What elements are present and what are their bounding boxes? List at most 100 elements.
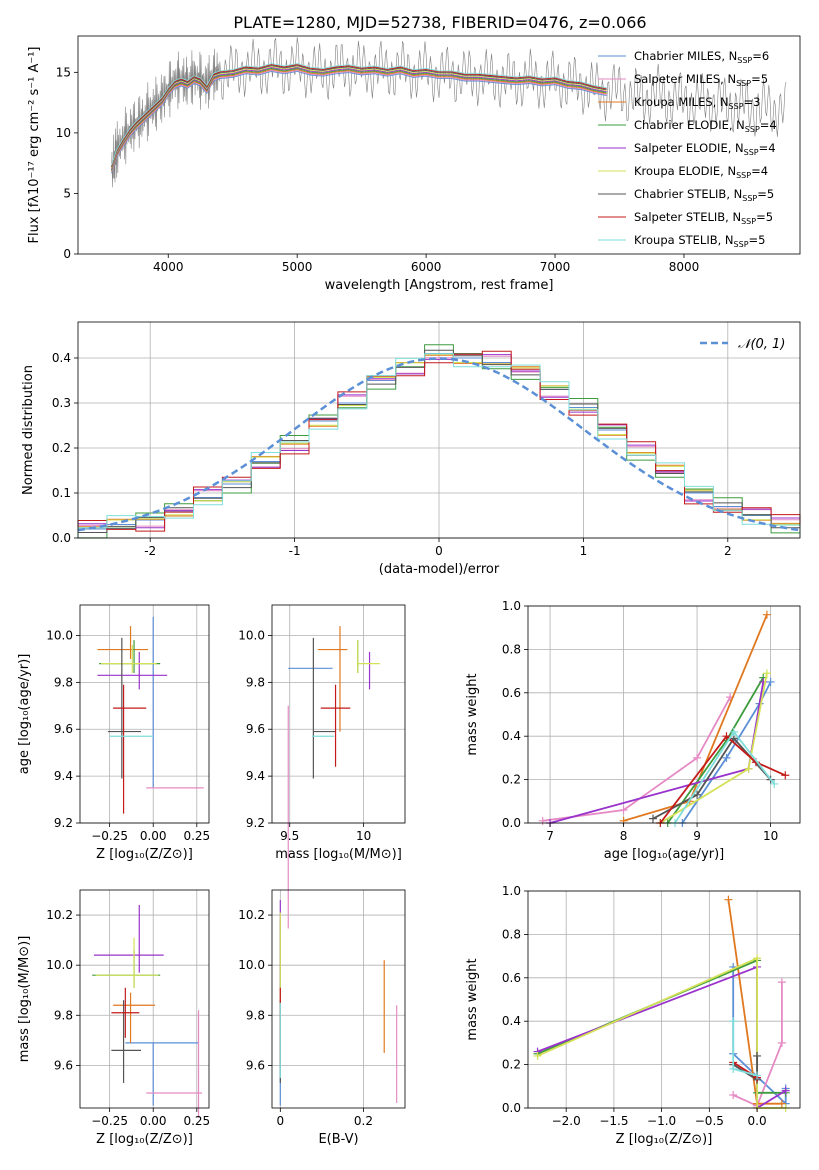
series-marker <box>648 814 657 823</box>
x-tick-label: 9.5 <box>280 829 299 843</box>
legend-suffix: =3 <box>744 95 761 109</box>
y-tick-label: 0.4 <box>52 351 71 365</box>
y-tick-label: 5 <box>63 186 71 200</box>
y-tick-label: 9.2 <box>246 816 265 830</box>
y-tick-label: 0.0 <box>52 531 71 545</box>
y-tick-label: 0.1 <box>52 486 71 500</box>
axes-frame <box>79 604 210 824</box>
errorbar-chabrier_elodie <box>99 640 161 673</box>
panel-age-vs-Z: −0.25 0.00 0.25 9.2 9.4 9.6 9.8 10.0 Z [log₁₀(Z/… <box>17 604 210 862</box>
series-marker <box>729 1064 738 1073</box>
series-marker <box>729 1017 738 1026</box>
y-tick-label: 10 <box>56 126 71 140</box>
x-tick-label: -2 <box>144 544 156 558</box>
errorbar-kroupa_miles <box>113 992 155 1043</box>
legend-entry: Kroupa MILES, NSSP=3 <box>634 95 760 111</box>
x-axis-label: Z [log₁₀(Z/Z⊙)] <box>96 847 193 862</box>
legend-suffix: =5 <box>757 187 774 201</box>
axes-frame <box>271 889 406 1109</box>
model-line-salpeter_elodie <box>111 67 607 170</box>
x-axis-label: Z [log₁₀(Z/Z⊙)] <box>96 1132 193 1147</box>
series-marker <box>722 732 731 741</box>
x-tick-label: −0.25 <box>91 1114 128 1128</box>
errorbar-salpeter_stelib <box>113 684 147 814</box>
y-tick-label: 0.2 <box>502 773 521 787</box>
y-tick-label: 9.4 <box>54 769 73 783</box>
x-tick-label: 10 <box>763 829 778 843</box>
series-line <box>623 614 768 822</box>
x-axis-label: wavelength [Angstrom, rest frame] <box>325 278 554 293</box>
y-axis-label: Normed distribution <box>21 365 36 495</box>
x-tick-label: 9 <box>693 829 701 843</box>
y-tick-label: 9.6 <box>246 1058 265 1072</box>
series-marker <box>744 764 753 773</box>
y-tick-label: 0.2 <box>502 1058 521 1072</box>
series-marker <box>538 816 547 825</box>
series-salpeter_elodie <box>546 677 768 827</box>
model-line-salpeter_miles <box>111 69 607 173</box>
legend-entry: Chabrier ELODIE, NSSP=4 <box>634 118 777 134</box>
y-tick-label: 0.0 <box>502 816 521 830</box>
errorbar-chabrier_miles <box>125 1042 199 1106</box>
y-tick-label: 0.0 <box>502 1101 521 1115</box>
y-tick-label: 10.0 <box>46 958 73 972</box>
y-tick-label: 0.8 <box>502 642 521 656</box>
x-tick-label: 2 <box>724 544 732 558</box>
x-axis-label: age [log₁₀(age/yr)] <box>604 847 725 862</box>
y-tick-label: 1.0 <box>502 884 521 898</box>
y-tick-label: 0 <box>63 247 71 261</box>
y-axis-label: mass weight <box>465 958 480 1040</box>
y-tick-label: 9.8 <box>246 1008 265 1022</box>
series-marker <box>729 1090 738 1099</box>
series-marker <box>762 610 771 619</box>
y-tick-label: 10.0 <box>238 958 265 972</box>
model-line-chabrier_stelib <box>111 65 607 168</box>
legend-text: Kroupa MILES, N <box>634 95 729 109</box>
model-line-chabrier_miles <box>111 70 607 174</box>
errorbar-salpeter_miles <box>146 1010 203 1119</box>
legend-subscript: SSP <box>736 79 751 88</box>
legend-suffix: =5 <box>751 72 768 86</box>
legend-suffix: =4 <box>760 118 777 132</box>
model-line-kroupa_elodie <box>111 66 607 169</box>
y-tick-label: 9.8 <box>54 675 73 689</box>
series-marker <box>693 753 702 762</box>
plot-area <box>287 626 380 929</box>
legend-text: Chabrier ELODIE, N <box>634 118 745 132</box>
series-marker <box>533 1051 542 1060</box>
series-line <box>659 673 768 824</box>
panel-weight-vs-Z: −2.0 −1.5 −1.0 −0.5 0.0 0.0 0.2 0.4 0.6 0.8 1.0 Z [… <box>465 884 801 1147</box>
legend-entry: 𝒩(0, 1) <box>738 337 785 352</box>
plot-area <box>533 895 790 1112</box>
y-axis-label: Flux [fλ10⁻¹⁷ erg cm⁻² s⁻¹ A⁻¹] <box>27 47 42 244</box>
series-marker <box>753 954 762 963</box>
axes-frame <box>527 890 801 1109</box>
x-axis-label: Z [log₁₀(Z/Z⊙)] <box>616 1132 713 1147</box>
axes-frame <box>527 605 801 824</box>
x-tick-label: 6000 <box>411 260 442 274</box>
series-line <box>674 730 776 824</box>
y-tick-label: 10.2 <box>238 908 265 922</box>
axes-frame <box>77 35 801 255</box>
y-tick-label: 9.6 <box>54 722 73 736</box>
x-tick-label: −1.0 <box>647 1114 676 1128</box>
plot-area <box>92 905 203 1119</box>
plot-area <box>279 900 398 1106</box>
y-tick-label: 9.4 <box>246 769 265 783</box>
y-tick-label: 9.8 <box>246 675 265 689</box>
y-tick-label: 0.3 <box>52 396 71 410</box>
x-tick-label: 0.00 <box>140 829 167 843</box>
errorbar-kroupa_miles <box>317 626 348 732</box>
legend-subscript: SSP <box>741 217 756 226</box>
y-axis-label: mass [log₁₀(M/M⊙)] <box>17 936 32 1063</box>
model-line-kroupa_stelib <box>111 63 607 166</box>
y-tick-label: 15 <box>56 65 71 79</box>
x-tick-label: 1 <box>580 544 588 558</box>
series-marker <box>781 1086 790 1095</box>
legend-text: Kroupa STELIB, N <box>634 233 734 247</box>
errorbar-kroupa_elodie <box>95 937 159 988</box>
x-tick-label: 8 <box>620 829 628 843</box>
legend-subscript: SSP <box>729 102 744 111</box>
series-marker <box>777 1099 786 1108</box>
legend-entry: Salpeter MILES, NSSP=5 <box>634 72 768 88</box>
